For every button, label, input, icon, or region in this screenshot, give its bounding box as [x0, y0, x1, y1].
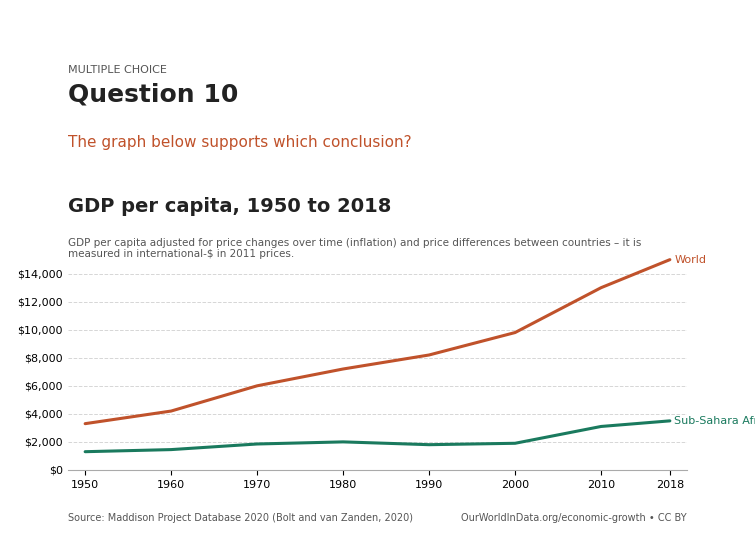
Text: The graph below supports which conclusion?: The graph below supports which conclusio… — [68, 135, 411, 150]
Text: GDP per capita, 1950 to 2018: GDP per capita, 1950 to 2018 — [68, 197, 391, 216]
Text: GDP per capita adjusted for price changes over time (inflation) and price differ: GDP per capita adjusted for price change… — [68, 238, 641, 259]
Text: MULTIPLE CHOICE: MULTIPLE CHOICE — [68, 65, 167, 75]
Text: Question 10: Question 10 — [68, 83, 239, 107]
Text: World: World — [674, 255, 706, 265]
Text: Our World: Our World — [584, 186, 639, 196]
Text: OurWorldInData.org/economic-growth • CC BY: OurWorldInData.org/economic-growth • CC … — [461, 513, 687, 523]
Text: Source: Maddison Project Database 2020 (Bolt and van Zanden, 2020): Source: Maddison Project Database 2020 (… — [68, 513, 413, 523]
Text: in Data: in Data — [592, 200, 631, 210]
Text: Sub-Sahara Africa: Sub-Sahara Africa — [674, 416, 755, 426]
